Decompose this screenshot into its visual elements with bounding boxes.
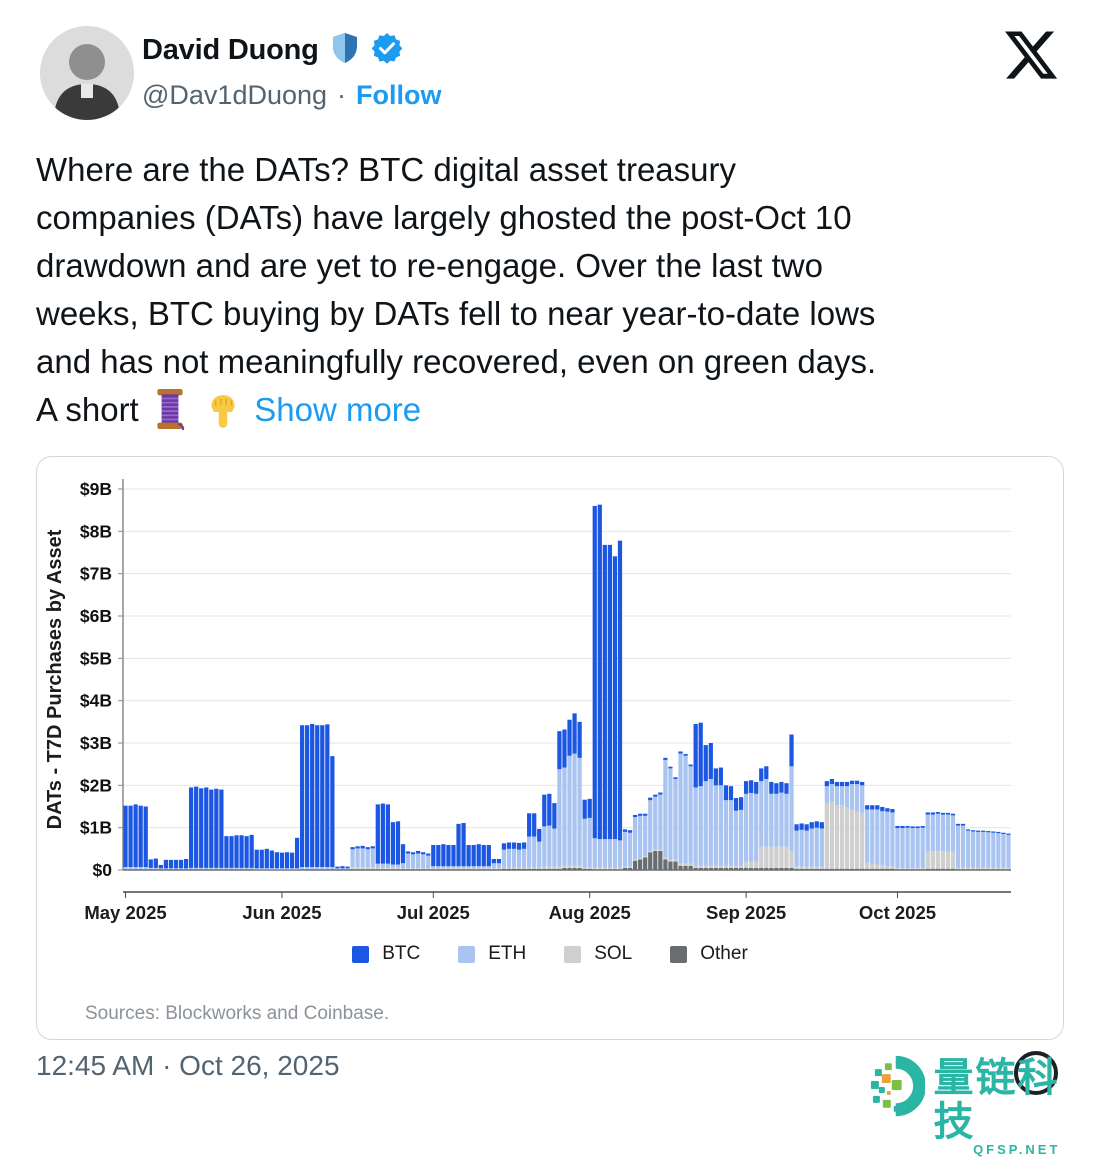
svg-text:Oct 2025: Oct 2025 bbox=[859, 902, 936, 923]
author-row: David Duong bbox=[142, 32, 403, 69]
legend-item-sol: SOL bbox=[564, 943, 632, 965]
watermark: 量链科技 QFSP.NET bbox=[866, 1056, 1100, 1157]
watermark-logo-icon bbox=[866, 1056, 925, 1117]
author-meta: @Dav1dDuong · Follow bbox=[142, 80, 442, 111]
shield-icon bbox=[330, 32, 360, 69]
show-more-link[interactable]: Show more bbox=[254, 391, 421, 428]
tweet-timestamp[interactable]: 12:45 AM · Oct 26, 2025 bbox=[36, 1050, 340, 1082]
tweet-line-last: A short bbox=[36, 386, 1066, 443]
svg-text:May 2025: May 2025 bbox=[84, 902, 166, 923]
author-handle[interactable]: @Dav1dDuong bbox=[142, 80, 327, 111]
svg-text:$3B: $3B bbox=[80, 733, 112, 753]
tweet-line: and has not meaningfully recovered, even… bbox=[36, 338, 1066, 386]
svg-text:Jul 2025: Jul 2025 bbox=[397, 902, 470, 923]
svg-text:$6B: $6B bbox=[80, 606, 112, 626]
watermark-brand: 量链科技 bbox=[933, 1056, 1100, 1144]
bars bbox=[123, 505, 1010, 870]
legend-swatch bbox=[670, 946, 687, 963]
svg-text:$4B: $4B bbox=[80, 691, 112, 711]
x-logo-icon[interactable] bbox=[1002, 26, 1060, 84]
svg-text:$5B: $5B bbox=[80, 648, 112, 668]
legend-item-eth: ETH bbox=[458, 943, 526, 965]
chart-card: $0 $1B $2B $3B $4B $5B $6B $7B $8B $9B May 2025 Jun… bbox=[36, 456, 1064, 1040]
legend-label: SOL bbox=[594, 943, 632, 965]
tweet-text: Where are the DATs? BTC digital asset tr… bbox=[36, 146, 1066, 443]
avatar-photo-placeholder bbox=[40, 26, 134, 120]
watermark-domain: QFSP.NET bbox=[973, 1142, 1060, 1157]
tweet-line-prefix: A short bbox=[36, 391, 139, 428]
tweet-line: drawdown and are yet to re-engage. Over … bbox=[36, 242, 1066, 290]
svg-text:$8B: $8B bbox=[80, 521, 112, 541]
svg-text:$1B: $1B bbox=[80, 818, 112, 838]
svg-text:$2B: $2B bbox=[80, 775, 112, 795]
legend-swatch bbox=[352, 946, 369, 963]
pointing-down-emoji bbox=[204, 392, 242, 443]
tweet-line: Where are the DATs? BTC digital asset tr… bbox=[36, 146, 1066, 194]
verified-badge-icon bbox=[371, 32, 403, 69]
legend-item-btc: BTC bbox=[352, 943, 420, 965]
follow-button[interactable]: Follow bbox=[356, 80, 441, 111]
y-axis-label: DATs - T7D Purchases by Asset bbox=[44, 529, 66, 829]
purchases-by-asset-chart: $0 $1B $2B $3B $4B $5B $6B $7B $8B $9B May 2025 Jun… bbox=[37, 457, 1063, 929]
legend-label: Other bbox=[700, 943, 748, 965]
meta-separator: · bbox=[337, 80, 346, 111]
svg-text:$0: $0 bbox=[93, 860, 113, 880]
legend-label: BTC bbox=[382, 943, 420, 965]
legend-item-other: Other bbox=[670, 943, 748, 965]
avatar[interactable] bbox=[40, 26, 134, 120]
chart-legend: BTC ETH SOL Other bbox=[37, 943, 1063, 965]
thread-spool-emoji bbox=[151, 388, 189, 443]
legend-swatch bbox=[458, 946, 475, 963]
legend-swatch bbox=[564, 946, 581, 963]
x-axis: May 2025 Jun 2025 Jul 2025 Aug 2025 Sep 2025… bbox=[84, 892, 1011, 923]
author-name[interactable]: David Duong bbox=[142, 34, 319, 67]
legend-label: ETH bbox=[488, 943, 526, 965]
chart-source-note: Sources: Blockworks and Coinbase. bbox=[85, 1003, 389, 1025]
svg-text:Sep 2025: Sep 2025 bbox=[706, 902, 786, 923]
svg-text:$9B: $9B bbox=[80, 479, 112, 499]
svg-text:Aug 2025: Aug 2025 bbox=[549, 902, 631, 923]
svg-text:$7B: $7B bbox=[80, 564, 112, 584]
svg-text:Jun 2025: Jun 2025 bbox=[242, 902, 321, 923]
tweet-line: weeks, BTC buying by DATs fell to near y… bbox=[36, 290, 1066, 338]
tweet-line: companies (DATs) have largely ghosted th… bbox=[36, 194, 1066, 242]
